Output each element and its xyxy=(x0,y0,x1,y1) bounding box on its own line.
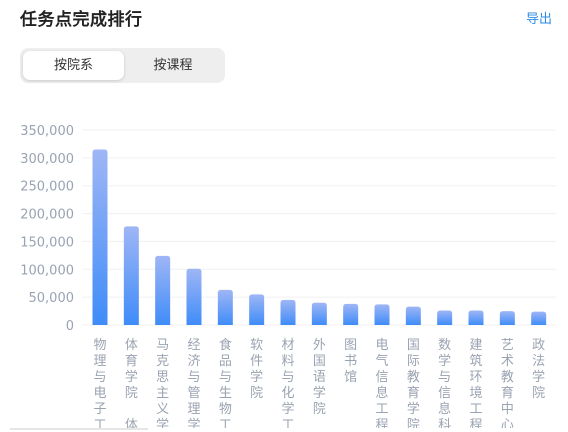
bar xyxy=(249,294,265,325)
bar xyxy=(311,302,327,325)
bar xyxy=(343,303,359,325)
tab-group: 按院系 按课程 xyxy=(20,48,225,83)
bar xyxy=(468,310,484,325)
x-tick-label: 国际教育学院 xyxy=(407,338,420,428)
y-tick-label: 250,000 xyxy=(20,180,74,195)
bar xyxy=(405,306,421,325)
bar xyxy=(186,268,202,325)
bar xyxy=(280,299,296,325)
x-tick-label: 政法学院 xyxy=(532,338,545,401)
y-tick-label: 300,000 xyxy=(20,152,74,167)
bar xyxy=(437,310,453,325)
x-tick-label: 软件学院 xyxy=(250,338,263,401)
x-tick-label: 体育学院 体 xyxy=(125,338,138,428)
x-tick-label: 电气信息工程 xyxy=(375,338,388,428)
y-tick-label: 350,000 xyxy=(20,124,74,139)
bar xyxy=(531,311,547,325)
bar xyxy=(123,226,139,325)
export-button[interactable]: 导出 xyxy=(525,12,552,27)
y-tick-label: 200,000 xyxy=(20,208,74,223)
page-title: 任务点完成排行 xyxy=(20,10,143,30)
tab-by-course[interactable]: 按课程 xyxy=(153,58,193,73)
y-tick-label: 100,000 xyxy=(20,263,74,278)
y-tick-label: 150,000 xyxy=(20,235,74,250)
x-tick-label: 外国语学院 xyxy=(313,338,326,417)
x-tick-label: 材料与化学工 xyxy=(281,338,294,428)
y-tick-label: 50,000 xyxy=(29,291,75,306)
x-tick-label: 食品与生物工 xyxy=(219,337,232,428)
tab-by-department[interactable]: 按院系 xyxy=(23,51,124,80)
y-tick-label: 0 xyxy=(66,319,74,334)
bar xyxy=(155,255,171,325)
scrollbar[interactable] xyxy=(10,428,148,430)
bar-chart: 0 50,000 100,000 150,000 200,000 250,000 300,0… xyxy=(20,124,556,428)
bar xyxy=(92,149,108,325)
bar xyxy=(217,289,233,325)
x-tick-label: 数学与信息科 xyxy=(438,338,451,428)
x-tick-label: 经济与管理学 xyxy=(187,338,200,428)
x-tick-label: 马克思主义学 xyxy=(156,338,169,428)
bar xyxy=(374,304,390,325)
bar xyxy=(499,311,515,325)
header: 任务点完成排行 导出 xyxy=(0,0,568,36)
x-tick-label: 图书馆 xyxy=(344,338,357,385)
x-tick-label: 建筑环境工程 xyxy=(469,338,482,428)
x-tick-label: 物理与电子工 xyxy=(93,338,106,428)
x-tick-label: 艺术教育中心 xyxy=(501,338,514,428)
